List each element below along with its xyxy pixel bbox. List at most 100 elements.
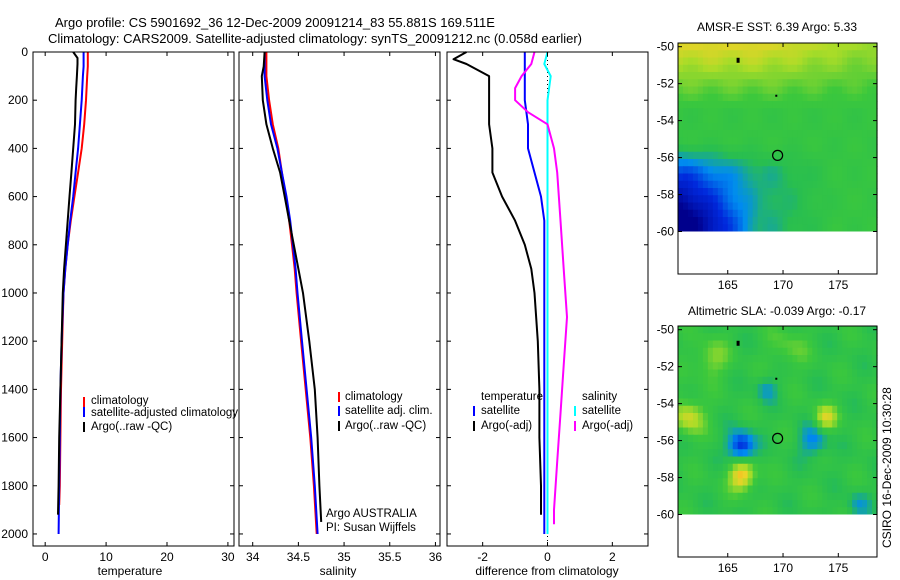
heatmap-cell: [837, 72, 843, 80]
heatmap-cell: [722, 137, 729, 146]
heatmap-cell: [747, 355, 754, 363]
heatmap-cell: [852, 500, 858, 508]
heatmap-cell: [832, 326, 838, 334]
heatmap-cell: [697, 500, 704, 508]
heatmap-cell: [807, 398, 813, 407]
heatmap-cell: [827, 478, 833, 487]
heatmap-cell: [862, 449, 868, 458]
heatmap-cell: [762, 420, 769, 429]
heatmap-cell: [742, 115, 749, 124]
heatmap-cell: [777, 224, 784, 233]
heatmap-cell: [772, 478, 779, 487]
heatmap-cell: [822, 347, 828, 356]
heatmap-cell: [762, 224, 769, 233]
heatmap-cell: [832, 115, 838, 124]
heatmap-cell: [682, 180, 689, 189]
temperature-axes-frame: [32, 51, 235, 547]
heatmap-cell: [857, 195, 863, 204]
heatmap-cell: [862, 137, 868, 146]
heatmap-cell: [757, 347, 764, 356]
heatmap-cell: [777, 369, 784, 378]
heatmap-cell: [767, 101, 774, 109]
heatmap-cell: [822, 188, 828, 196]
heatmap-cell: [707, 224, 714, 233]
heatmap-cell: [752, 43, 759, 51]
heatmap-cell: [802, 326, 808, 334]
heatmap-cell: [678, 449, 684, 458]
heatmap-cell: [762, 471, 769, 479]
heatmap-cell: [767, 188, 774, 196]
heatmap-cell: [757, 202, 764, 211]
heatmap-cell: [847, 347, 853, 356]
figure-title-line2: Climatology: CARS2009. Satellite-adjuste…: [48, 31, 582, 46]
heatmap-cell: [702, 159, 709, 167]
heatmap-cell: [722, 456, 729, 465]
heatmap-cell: [752, 326, 759, 334]
heatmap-cell: [852, 151, 858, 160]
heatmap-cell: [822, 209, 828, 218]
heatmap-cell: [847, 456, 853, 465]
heatmap-cell: [797, 434, 803, 443]
heatmap-cell: [752, 362, 759, 371]
heatmap-cell: [678, 57, 684, 66]
heatmap-cell: [817, 144, 823, 153]
heatmap-cell: [757, 442, 764, 450]
heatmap-cell: [812, 442, 818, 450]
heatmap-cell: [772, 398, 779, 407]
heatmap-cell: [772, 188, 779, 196]
heatmap-cell: [722, 166, 729, 175]
heatmap-cell: [747, 79, 754, 88]
heatmap-cell: [707, 195, 714, 204]
y-tick-label: 600: [8, 190, 28, 204]
heatmap-cell: [847, 101, 853, 109]
heatmap-cell: [737, 376, 744, 385]
heatmap-cell: [742, 130, 749, 138]
heatmap-cell: [712, 420, 719, 429]
heatmap-cell: [707, 115, 714, 124]
heatmap-cell: [678, 202, 684, 211]
heatmap-cell: [722, 195, 729, 204]
heatmap-cell: [742, 456, 749, 465]
heatmap-cell: [872, 369, 878, 378]
heatmap-cell: [852, 376, 858, 385]
heatmap-cell: [777, 384, 784, 392]
heatmap-cell: [807, 369, 813, 378]
heatmap-cell: [792, 64, 798, 73]
heatmap-cell: [727, 463, 734, 472]
heatmap-cell: [872, 180, 878, 189]
heatmap-cell: [727, 434, 734, 443]
heatmap-cell: [802, 144, 808, 153]
heatmap-cell: [702, 376, 709, 385]
heatmap-cell: [777, 188, 784, 196]
heatmap-cell: [827, 57, 833, 66]
heatmap-cell: [862, 434, 868, 443]
heatmap-cell: [807, 144, 813, 153]
float-position-marker: [772, 432, 784, 444]
heatmap-cell: [847, 224, 853, 233]
heatmap-cell: [712, 93, 719, 102]
heatmap-cell: [747, 166, 754, 175]
heatmap-cell: [757, 500, 764, 508]
heatmap-cell: [827, 405, 833, 414]
heatmap-cell: [682, 355, 689, 363]
heatmap-cell: [727, 420, 734, 429]
heatmap-cell: [797, 355, 803, 363]
heatmap-cell: [682, 64, 689, 73]
heatmap-cell: [822, 413, 828, 421]
heatmap-cell: [787, 202, 794, 211]
heatmap-cell: [678, 376, 684, 385]
heatmap-cell: [807, 434, 813, 443]
x-tick-label: 35.5: [378, 550, 402, 564]
heatmap-cell: [697, 478, 704, 487]
sla-map-panel: Altimetric SLA: -0.039 Argo: -0.17 165 17…: [657, 304, 878, 575]
heatmap-cell: [732, 398, 739, 407]
heatmap-cell: [857, 456, 863, 465]
heatmap-cell: [682, 159, 689, 167]
heatmap-cell: [782, 43, 789, 51]
heatmap-cell: [692, 93, 699, 102]
heatmap-cell: [742, 202, 749, 211]
heatmap-cell: [742, 442, 749, 450]
heatmap-cell: [792, 224, 798, 233]
heatmap-cell: [782, 64, 789, 73]
heatmap-cell: [832, 362, 838, 371]
